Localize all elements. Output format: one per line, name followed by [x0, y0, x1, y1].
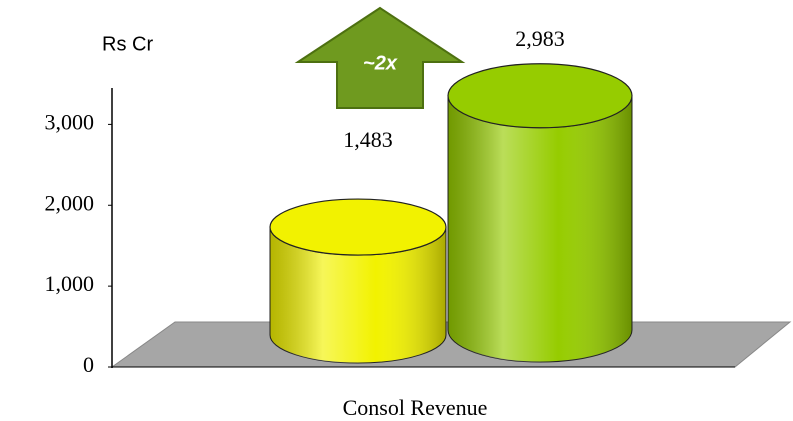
value-label: 2,983 — [515, 26, 565, 51]
cylinder-top — [269, 198, 447, 256]
x-axis-label: Consol Revenue — [343, 395, 488, 420]
growth-arrow — [294, 6, 466, 109]
y-tick-label: 2,000 — [45, 190, 95, 215]
value-label: 1,483 — [343, 127, 393, 152]
y-tick-label: 0 — [83, 352, 94, 377]
cylinder-shade — [270, 227, 446, 363]
annotation: ~2x — [363, 52, 398, 74]
cylinder-top — [447, 63, 633, 129]
y-tick-label: 3,000 — [45, 109, 95, 134]
cylinder-shade — [448, 95, 632, 363]
y-tick-label: 1,000 — [45, 271, 95, 296]
y-axis-label: Rs Cr — [102, 33, 153, 55]
